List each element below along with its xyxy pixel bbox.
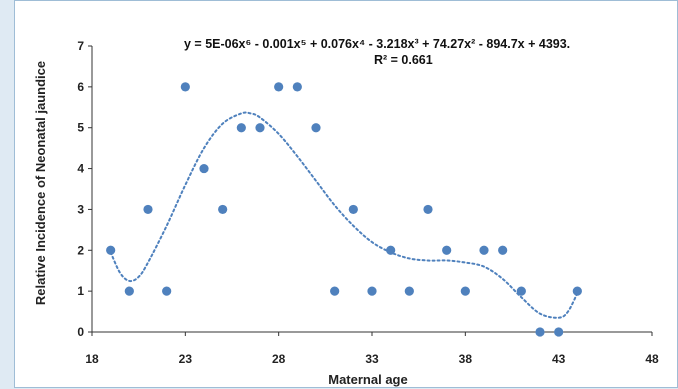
data-point xyxy=(516,286,526,296)
data-point xyxy=(274,82,284,92)
polynomial-trendline xyxy=(109,111,579,319)
data-point xyxy=(554,327,564,337)
data-point xyxy=(460,286,470,296)
data-point xyxy=(106,245,116,255)
y-tick-label: 0 xyxy=(77,325,84,339)
x-tick-label: 48 xyxy=(645,352,659,366)
data-point xyxy=(423,204,433,215)
y-tick-label: 2 xyxy=(77,243,84,257)
data-point xyxy=(218,204,228,215)
data-point xyxy=(404,286,414,296)
data-point xyxy=(442,245,452,255)
data-points xyxy=(106,82,582,337)
data-point xyxy=(479,245,489,255)
x-tick-label: 18 xyxy=(85,352,99,366)
x-tick-labels: 18 23 28 33 38 43 48 xyxy=(85,352,659,366)
data-point xyxy=(180,82,190,92)
x-tick-label: 38 xyxy=(459,352,473,366)
y-tick-labels: 0 1 2 3 4 5 6 7 xyxy=(77,39,84,339)
x-axis-title: Maternal age xyxy=(328,372,407,387)
data-point xyxy=(572,286,582,296)
y-tick-label: 4 xyxy=(77,162,84,176)
data-point xyxy=(162,286,172,296)
data-point xyxy=(143,204,153,215)
data-point xyxy=(348,204,358,215)
data-point xyxy=(255,123,265,133)
y-tick-label: 7 xyxy=(77,39,84,53)
data-point xyxy=(535,327,545,337)
data-point xyxy=(311,123,321,133)
x-tick-label: 28 xyxy=(272,352,286,366)
data-point xyxy=(330,286,340,296)
data-point xyxy=(498,245,508,255)
r-squared-label: R² = 0.661 xyxy=(374,53,433,67)
data-point xyxy=(236,123,246,133)
x-tick-label: 33 xyxy=(365,352,379,366)
y-tick-label: 3 xyxy=(77,202,84,216)
x-tick-label: 23 xyxy=(179,352,193,366)
y-axis-title: Relative Incidence of Neonatal jaundice xyxy=(33,61,48,305)
data-point xyxy=(386,245,396,255)
y-tick-label: 5 xyxy=(77,121,84,135)
y-tick-label: 1 xyxy=(77,284,84,298)
data-point xyxy=(367,286,377,296)
y-tick-label: 6 xyxy=(77,80,84,94)
data-point xyxy=(199,163,209,174)
trendline-equation: y = 5E-06x⁶ - 0.001x⁵ + 0.076x⁴ - 3.218x… xyxy=(184,37,570,51)
x-tick-label: 43 xyxy=(552,352,566,366)
data-point xyxy=(292,82,302,92)
data-point xyxy=(124,286,134,296)
